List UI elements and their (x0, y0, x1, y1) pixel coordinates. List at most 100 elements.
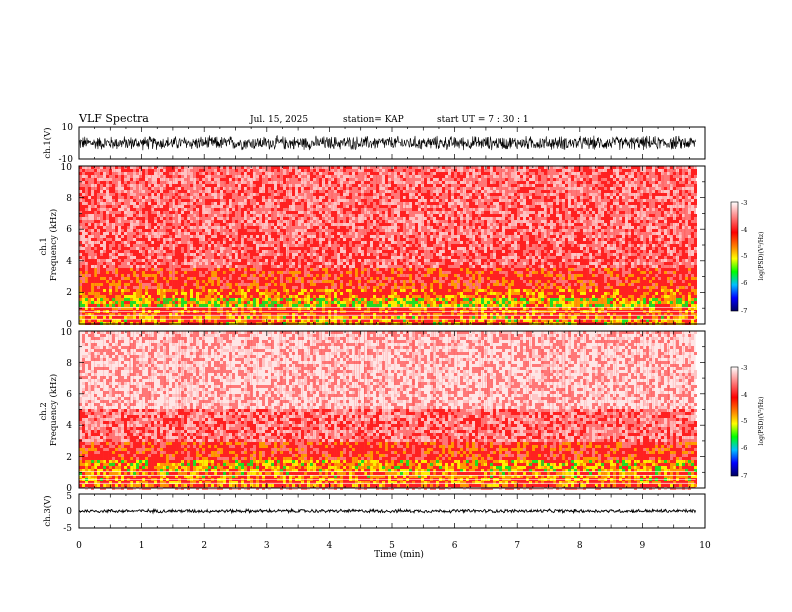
spectrogram-cell (124, 268, 127, 271)
spectrogram-cell (322, 205, 325, 208)
spectrogram-cell (253, 295, 256, 298)
spectrogram-cell (85, 253, 88, 256)
spectrogram-cell (241, 169, 244, 172)
spectrogram-cell (88, 307, 91, 310)
spectrogram-cell (88, 298, 91, 301)
spectrogram-cell (103, 286, 106, 289)
spectrogram-cell (193, 241, 196, 244)
spectrogram-cell (352, 268, 355, 271)
spectrogram-cell (226, 280, 229, 283)
spectrogram-cell (259, 211, 262, 214)
spectrogram-cell (103, 262, 106, 265)
spectrogram-cell (244, 229, 247, 232)
spectrogram-cell (301, 172, 304, 175)
spectrogram-cell (118, 283, 121, 286)
spectrogram-cell (364, 292, 367, 295)
spectrogram-cell (271, 244, 274, 247)
spectrogram-cell (298, 196, 301, 199)
spectrogram-cell (364, 319, 367, 322)
spectrogram-cell (124, 256, 127, 259)
spectrogram-cell (148, 298, 151, 301)
spectrogram-cell (154, 226, 157, 229)
spectrogram-cell (262, 292, 265, 295)
spectrogram-cell (367, 295, 370, 298)
spectrogram-cell (181, 223, 184, 226)
spectrogram-cell (334, 301, 337, 304)
spectrogram-cell (274, 259, 277, 262)
spectrogram-cell (214, 241, 217, 244)
spectrogram-cell (151, 223, 154, 226)
spectrogram-cell (256, 202, 259, 205)
spectrogram-cell (106, 286, 109, 289)
spectrogram-cell (319, 217, 322, 220)
spectrogram-cell (292, 208, 295, 211)
spectrogram-cell (112, 277, 115, 280)
spectrogram-cell (100, 202, 103, 205)
spectrogram-cell (361, 295, 364, 298)
spectrogram-cell (172, 241, 175, 244)
spectrogram-cell (142, 175, 145, 178)
spectrogram-cell (205, 283, 208, 286)
spectrogram-cell (322, 256, 325, 259)
spectrogram-cell (310, 265, 313, 268)
spectrogram-cell (142, 268, 145, 271)
spectrogram-cell (340, 259, 343, 262)
spectrogram-cell (196, 301, 199, 304)
spectrogram-cell (130, 217, 133, 220)
spectrogram-cell (208, 304, 211, 307)
spectrogram-cell (88, 262, 91, 265)
spectrogram-cell (199, 175, 202, 178)
spectrogram-cell (193, 280, 196, 283)
spectrogram-cell (346, 283, 349, 286)
spectrogram-cell (295, 265, 298, 268)
spectrogram-cell (316, 319, 319, 322)
spectrogram-cell (181, 295, 184, 298)
spectrogram-cell (139, 232, 142, 235)
spectrogram-cell (100, 298, 103, 301)
spectrogram-cell (124, 226, 127, 229)
spectrogram-cell (313, 220, 316, 223)
spectrogram-cell (259, 190, 262, 193)
spectrogram-cell (256, 238, 259, 241)
spectrogram-cell (316, 247, 319, 250)
spectrogram-cell (214, 223, 217, 226)
spectrogram-cell (124, 244, 127, 247)
spectrogram-cell (310, 295, 313, 298)
spectrogram-cell (277, 226, 280, 229)
spectrogram-cell (331, 229, 334, 232)
spectrogram-cell (346, 241, 349, 244)
spectrogram-cell (343, 265, 346, 268)
spectrogram-cell (205, 307, 208, 310)
spectrogram-cell (160, 271, 163, 274)
spectrogram-cell (334, 187, 337, 190)
figure-title: VLF Spectra (78, 112, 149, 125)
spectrogram-cell (253, 319, 256, 322)
spectrogram-cell (79, 214, 82, 217)
spectrogram-cell (262, 301, 265, 304)
spectrogram-cell (199, 301, 202, 304)
spectrogram-cell (154, 178, 157, 181)
spectrogram-cell (322, 280, 325, 283)
spectrogram-cell (127, 295, 130, 298)
spectrogram-cell (304, 199, 307, 202)
spectrogram-cell (139, 208, 142, 211)
spectrogram-cell (355, 220, 358, 223)
spectrogram-cell (226, 232, 229, 235)
spectrogram-cell (331, 298, 334, 301)
spectrogram-cell (346, 187, 349, 190)
spectrogram-cell (79, 220, 82, 223)
spectrogram-cell (310, 178, 313, 181)
spectrogram-cell (175, 280, 178, 283)
spectrogram-cell (343, 250, 346, 253)
spectrogram-cell (367, 316, 370, 319)
spectrogram-cell (349, 166, 352, 169)
spectrogram-cell (109, 241, 112, 244)
spectrogram-cell (79, 175, 82, 178)
spectrogram-cell (220, 205, 223, 208)
spectrogram-cell (118, 196, 121, 199)
spectrogram-cell (211, 175, 214, 178)
spectrogram-cell (343, 268, 346, 271)
spectrogram-cell (373, 319, 376, 322)
spectrogram-cell (226, 202, 229, 205)
spectrogram-cell (256, 265, 259, 268)
